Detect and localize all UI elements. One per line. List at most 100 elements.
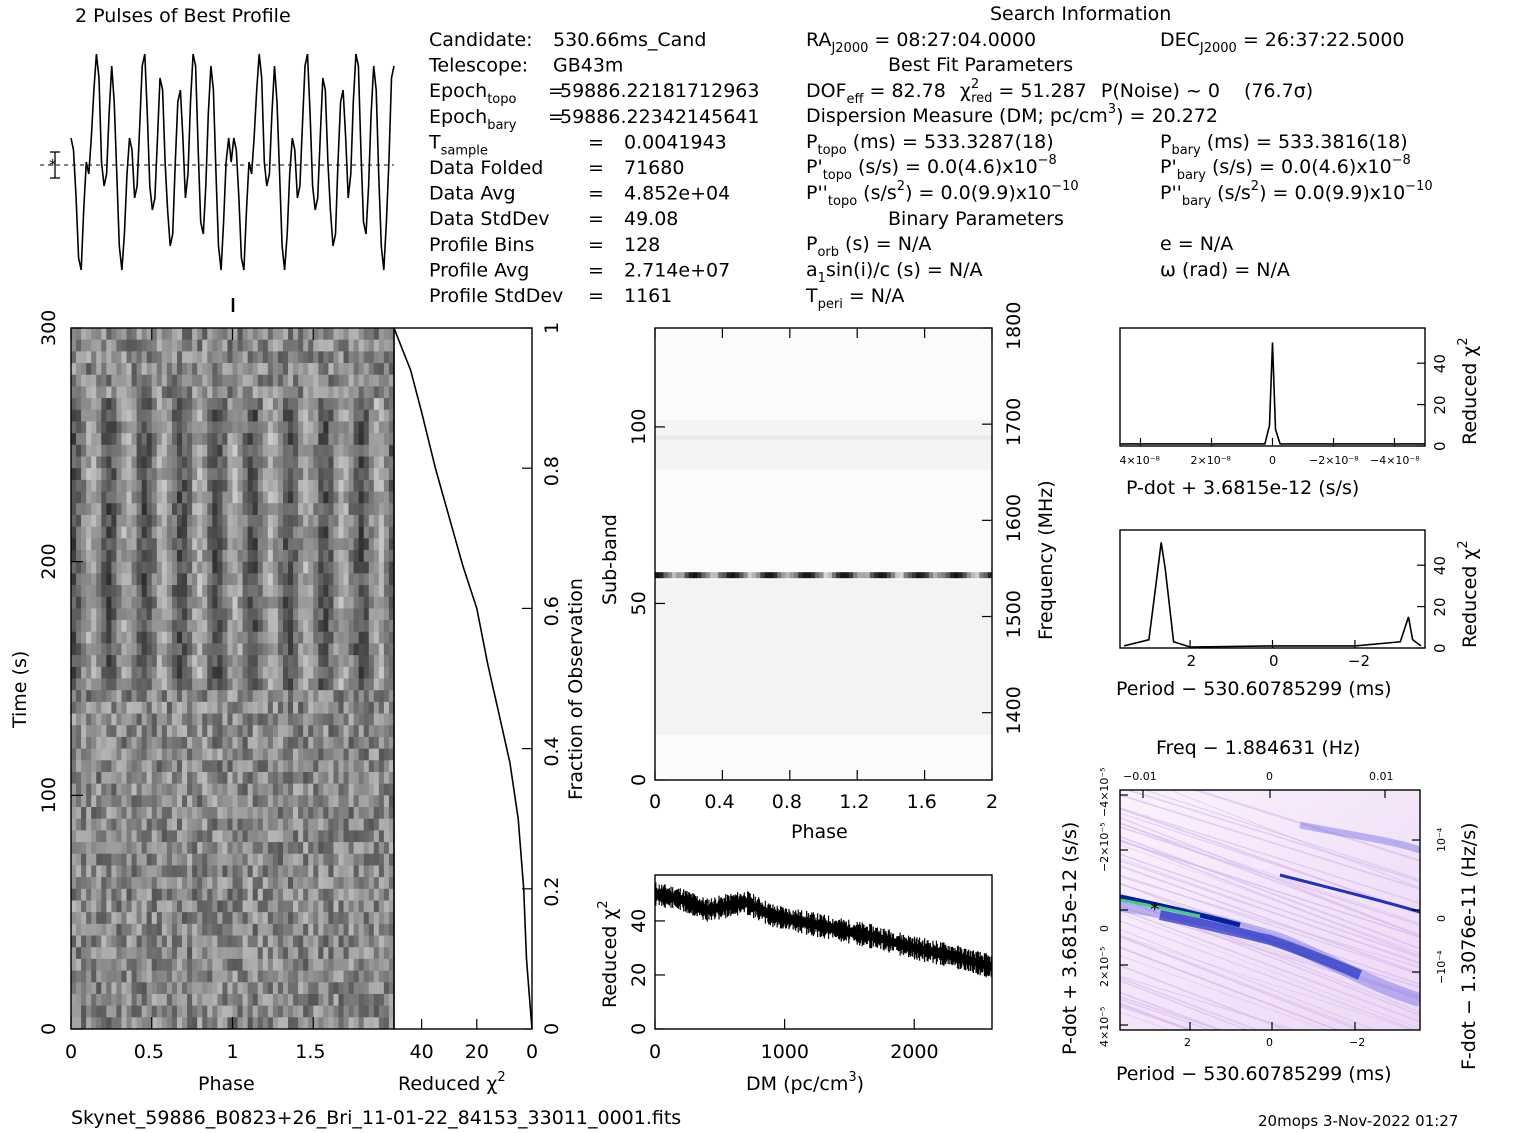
profile-plot: * bbox=[40, 53, 395, 271]
pp-x-tick: 0 bbox=[1266, 1036, 1273, 1049]
pdot-bary-row: P'bary (s/s) = 0.0(4.6)x10−8 bbox=[1160, 153, 1411, 183]
fraction-axis-label: Fraction of Observation bbox=[565, 578, 587, 800]
frequency-y-tick: 1600 bbox=[1003, 494, 1025, 542]
small-x-tick: 2 bbox=[1187, 652, 1197, 670]
pp-y-tick: 0 bbox=[1098, 925, 1111, 932]
pp-y-tick: 2×10⁻⁵ bbox=[1098, 947, 1111, 987]
frequency-y-tick: 1400 bbox=[1003, 686, 1025, 734]
dm-x-tick: 1000 bbox=[761, 1041, 809, 1063]
profile-error-marker: * bbox=[49, 156, 57, 174]
freq-axis-label: Freq − 1.884631 (Hz) bbox=[1156, 737, 1360, 759]
frequency-y-tick: 1500 bbox=[1003, 590, 1025, 638]
subband-phase-plot: 0 0.4 0.8 1.2 1.6 2 0 50 100 1400 1500 1600 1700 1800… bbox=[599, 302, 1057, 843]
tperi-row: Tperi = N/A bbox=[805, 285, 904, 312]
chi2-time-xlabel: Reduced χ2 bbox=[398, 1070, 506, 1095]
dec-row: DECJ2000 = 26:37:22.5000 bbox=[1160, 29, 1405, 56]
dof-row: DOFeff = 82.78 χ2 red = 51.287 P(Noise) ~ 0 (7… bbox=[806, 77, 1313, 107]
chi2-time-x-tick: 40 bbox=[410, 1041, 434, 1063]
small-x-tick: 0 bbox=[1269, 454, 1276, 467]
dm-x-tick: 0 bbox=[649, 1041, 661, 1063]
search-info: Search Information RAJ2000 = 08:27:04.000… bbox=[805, 3, 1433, 312]
fraction-y-tick: 0.4 bbox=[541, 736, 563, 766]
small-x-tick: −2 bbox=[1348, 652, 1370, 670]
fraction-y-tick: 0.6 bbox=[541, 596, 563, 626]
pdot-topo-row: P'topo (s/s) = 0.0(4.6)x10−8 bbox=[806, 153, 1057, 183]
subband-x-tick: 2 bbox=[986, 791, 998, 813]
frequency-y-tick: 1700 bbox=[1003, 398, 1025, 446]
candidate-row-value: 2.714e+07 bbox=[624, 259, 730, 281]
pp-y2-tick: 0 bbox=[1435, 915, 1448, 922]
chi2-dm-ylabel: Reduced χ2 bbox=[596, 900, 621, 1008]
candidate-row: Data Folded bbox=[429, 157, 543, 179]
candidate-row-value: 59886.22342145641 bbox=[560, 106, 759, 128]
time-phase-x-tick: 1 bbox=[227, 1041, 239, 1063]
subband-xlabel: Phase bbox=[791, 821, 848, 843]
dm-y-tick: 40 bbox=[628, 909, 650, 933]
candidate-row-eq: = bbox=[588, 208, 604, 230]
pbary-row: Pbary (ms) = 533.3816(18) bbox=[1160, 131, 1408, 158]
candidate-row-eq: = bbox=[588, 183, 604, 205]
candidate-row-eq: = bbox=[588, 285, 604, 307]
pp-y2-tick: −10⁻⁴ bbox=[1435, 950, 1448, 984]
pddot-topo-row: P''topo (s/s2) = 0.0(9.9)x10−10 bbox=[806, 179, 1079, 209]
profile-title: 2 Pulses of Best Profile bbox=[75, 5, 291, 27]
profile-series-line bbox=[70, 53, 395, 271]
chi2-period-ylabel: Reduced χ2 bbox=[1456, 540, 1481, 648]
small-y-tick: 0 bbox=[1431, 441, 1449, 451]
candidate-info: Candidate: 530.66ms_Cand Telescope: GB43m Ep… bbox=[428, 29, 759, 307]
small-x-tick: −2×10⁻⁸ bbox=[1309, 454, 1359, 467]
footer-filename: Skynet_59886_B0823+26_Bri_11-01-22_84153… bbox=[71, 1107, 681, 1129]
pp-period-axis-label: Period − 530.60785299 (ms) bbox=[1116, 1063, 1392, 1085]
omega-row: ω (rad) = N/A bbox=[1160, 259, 1290, 281]
candidate-row-value: 0.0041943 bbox=[624, 131, 727, 153]
period-axis-label: Period − 530.60785299 (ms) bbox=[1116, 678, 1392, 700]
candidate-row: Profile Avg bbox=[429, 259, 529, 281]
pp-x2-tick: 0 bbox=[1266, 770, 1273, 783]
subband-x-tick: 0 bbox=[649, 791, 661, 813]
candidate-row-value: 59886.22181712963 bbox=[560, 80, 759, 102]
small-y-tick: 40 bbox=[1431, 354, 1449, 373]
porb-row: Porb (s) = N/A bbox=[806, 233, 931, 260]
chi2-dm-frame bbox=[654, 874, 993, 1030]
subband-axis-label: Sub-band bbox=[599, 514, 621, 605]
small-y-tick: 40 bbox=[1431, 556, 1449, 575]
dm-x-tick: 2000 bbox=[890, 1041, 938, 1063]
small-y-tick: 20 bbox=[1431, 598, 1449, 617]
pp-x-tick: −2 bbox=[1349, 1036, 1365, 1049]
candidate-row-value: 49.08 bbox=[624, 208, 678, 230]
candidate-row-value: 4.852e+04 bbox=[624, 183, 730, 205]
fraction-y-tick: 0.2 bbox=[541, 877, 563, 907]
a1-row: a1sin(i)/c (s) = N/A bbox=[806, 259, 982, 286]
fraction-y-tick: 1 bbox=[541, 322, 563, 334]
chi2-time-x-tick: 20 bbox=[465, 1041, 489, 1063]
chi2-time-series-line bbox=[393, 327, 533, 1030]
time-phase-plot: 0 0.5 1 1.5 0 100 200 300 Time (s) Phase bbox=[9, 298, 395, 1095]
chi2-time-x-tick: 0 bbox=[526, 1041, 538, 1063]
candidate-row-eq: = bbox=[588, 234, 604, 256]
candidate-row: Profile StdDev bbox=[429, 285, 563, 307]
candidate-row-value: 128 bbox=[624, 234, 660, 256]
frequency-axis-label: Frequency (MHz) bbox=[1035, 480, 1057, 640]
candidate-row: Profile Bins bbox=[429, 234, 534, 256]
binary-title: Binary Parameters bbox=[888, 208, 1064, 230]
subband-heatmap bbox=[655, 435, 993, 579]
ra-row: RAJ2000 = 08:27:04.0000 bbox=[806, 29, 1036, 56]
ecc-row: e = N/A bbox=[1160, 233, 1233, 255]
chi2-time-frame bbox=[393, 327, 533, 1030]
time-phase-x-tick: 0 bbox=[65, 1041, 77, 1063]
time-y-tick: 200 bbox=[38, 543, 60, 579]
candidate-row: Candidate: bbox=[429, 29, 533, 51]
pp-x-tick: 2 bbox=[1184, 1036, 1191, 1049]
chi2-period-series-line bbox=[1123, 542, 1422, 648]
candidate-row-value: GB43m bbox=[553, 55, 623, 77]
pp-y2-tick: 10⁻⁴ bbox=[1435, 827, 1448, 852]
time-y-tick: 100 bbox=[38, 777, 60, 813]
candidate-row-value: 530.66ms_Cand bbox=[553, 29, 706, 51]
candidate-row-eq: = bbox=[548, 80, 564, 102]
subband-y-tick: 100 bbox=[628, 409, 650, 445]
dm-row: Dispersion Measure (DM; pc/cm3) = 20.272 bbox=[806, 102, 1218, 127]
small-y-tick: 0 bbox=[1431, 643, 1449, 653]
dm-y-tick: 0 bbox=[628, 1023, 650, 1035]
